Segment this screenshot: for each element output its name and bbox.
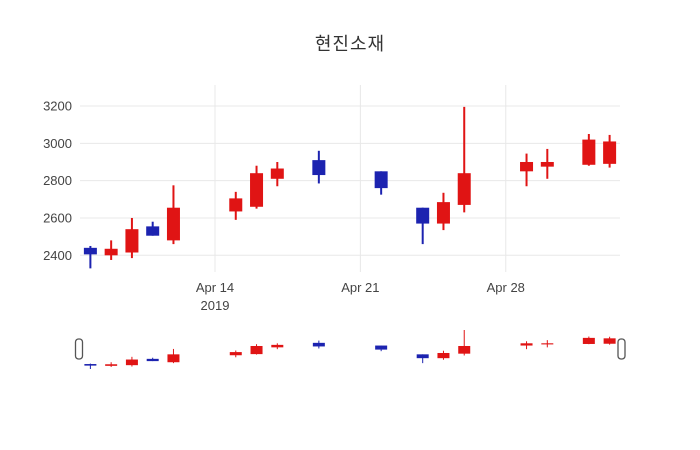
rangeslider-candle-2019-04-25 — [437, 350, 450, 360]
candle-body — [146, 226, 160, 236]
candle-body — [436, 202, 450, 224]
x-tick-label: Apr 14 — [196, 280, 234, 295]
candle-2019-04-25[interactable] — [436, 192, 450, 231]
y-axis-labels: 2400 2600 2800 3000 3200 — [43, 99, 72, 263]
rangeslider-candle-body — [541, 343, 554, 345]
x-tick-label-year: 2019 — [201, 298, 230, 313]
candle-2019-05-03[interactable] — [603, 134, 617, 168]
rangeslider-candle-2019-04-26 — [458, 329, 471, 356]
candle-2019-04-10[interactable] — [125, 217, 139, 259]
rangeslider-candle-body — [167, 354, 180, 363]
candle-body — [416, 207, 430, 224]
rangeslider-candle-body — [582, 337, 595, 344]
candle-2019-05-02[interactable] — [582, 133, 596, 166]
rangeslider-candle-body — [125, 359, 138, 366]
candle-body — [374, 171, 388, 189]
rangeslider-candle-body — [84, 364, 97, 366]
candle-2019-04-29[interactable] — [520, 153, 534, 187]
rangeslider-candle-2019-04-12 — [167, 348, 180, 364]
candle-2019-04-15[interactable] — [229, 191, 243, 220]
rangeslider-candle-body — [105, 364, 118, 366]
candle-body — [83, 247, 97, 255]
rangeslider-candle-2019-04-29 — [520, 341, 533, 350]
candle-2019-04-17[interactable] — [270, 161, 284, 187]
candle-body — [104, 248, 118, 256]
rangeslider-candle-2019-04-22 — [375, 345, 388, 352]
candle-2019-04-09[interactable] — [104, 240, 118, 260]
rangeslider-candle-2019-05-02 — [582, 336, 595, 345]
candle-body — [125, 229, 139, 253]
rangeslider-candle-2019-04-16 — [250, 344, 263, 355]
rangeslider-candle-body — [416, 354, 429, 359]
rangeslider-candle-body — [603, 338, 616, 344]
candles-layer — [83, 106, 617, 269]
rangeslider-candle-2019-04-09 — [105, 362, 118, 367]
candle-2019-04-24[interactable] — [416, 207, 430, 245]
y-tick-label: 2800 — [43, 173, 72, 188]
rangeslider-candle-2019-04-10 — [125, 356, 138, 367]
candle-2019-04-11[interactable] — [146, 221, 160, 236]
rangeslider-handle-right[interactable] — [617, 338, 626, 360]
y-tick-label: 3200 — [43, 99, 72, 114]
rangeslider-candle-2019-04-15 — [229, 350, 242, 358]
rangeslider-candle-body — [520, 343, 533, 346]
rangeslider-candle-2019-04-11 — [146, 357, 159, 362]
rangeslider-candle-body — [437, 352, 450, 359]
rangeslider-candle-body — [458, 345, 471, 354]
candle-2019-04-08[interactable] — [83, 245, 97, 269]
x-tick-label: Apr 21 — [341, 280, 379, 295]
rangeslider-candle-body — [312, 342, 325, 347]
candle-2019-04-16[interactable] — [250, 165, 264, 209]
x-tick-label: Apr 28 — [487, 280, 525, 295]
candle-body — [270, 168, 284, 179]
rangeslider-handle-left[interactable] — [74, 338, 84, 360]
rangeslider-candle-body — [250, 345, 263, 355]
y-tick-label: 3000 — [43, 136, 72, 151]
rangeslider-candle-body — [229, 352, 242, 356]
rangeslider-candle-body — [271, 344, 284, 348]
candle-2019-04-26[interactable] — [457, 106, 471, 213]
rangeslider-candle-2019-05-03 — [603, 336, 616, 345]
candle-body — [166, 207, 180, 241]
candle-2019-04-30[interactable] — [540, 148, 554, 179]
candle-body — [229, 198, 243, 212]
candle-body — [540, 161, 554, 167]
rangeslider-candle-body — [146, 358, 159, 362]
rangeslider-candle-body — [375, 345, 388, 350]
rangeslider-layer — [74, 326, 626, 374]
rangeslider-candle-2019-04-08 — [84, 363, 97, 369]
rangeslider-track[interactable] — [77, 326, 622, 374]
candle-body — [312, 160, 326, 176]
candle-body — [520, 161, 534, 172]
candle-2019-04-19[interactable] — [312, 150, 326, 184]
candle-body — [250, 173, 264, 207]
rangeslider-candle-2019-04-17 — [271, 343, 284, 350]
candle-2019-04-12[interactable] — [166, 185, 180, 245]
y-tick-label: 2400 — [43, 248, 72, 263]
y-tick-label: 2600 — [43, 210, 72, 225]
candle-2019-04-22[interactable] — [374, 171, 388, 195]
candle-body — [582, 139, 596, 165]
rangeslider-candle-2019-04-19 — [312, 340, 325, 349]
grid-layer — [80, 85, 620, 272]
rangeslider-candle-2019-04-24 — [416, 354, 429, 364]
candle-body — [603, 141, 617, 164]
x-axis-labels: Apr 14 2019 Apr 21 Apr 28 — [196, 280, 525, 313]
rangeslider-candle-2019-04-30 — [541, 340, 554, 348]
chart-title: 현진소재 — [314, 34, 386, 54]
candle-body — [457, 173, 471, 205]
